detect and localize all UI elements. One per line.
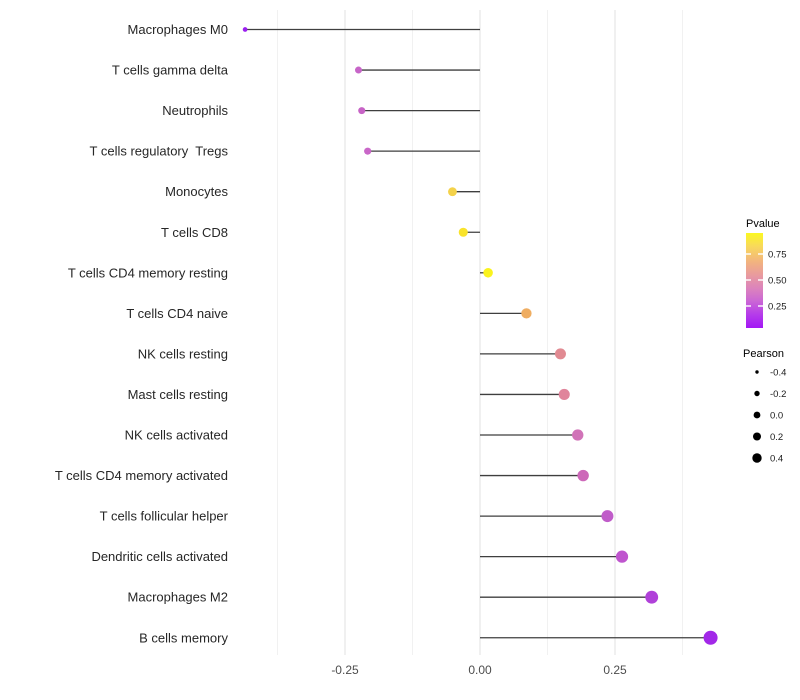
data-point — [577, 469, 589, 482]
y-axis-label: T cells CD4 memory activated — [55, 468, 228, 483]
y-axis-label: T cells regulatory Tregs — [90, 144, 229, 159]
data-point — [364, 147, 372, 155]
y-axis-label: Mast cells resting — [128, 387, 228, 402]
size-legend-dot — [752, 453, 762, 463]
y-axis-label: B cells memory — [139, 630, 228, 645]
data-point — [572, 429, 584, 441]
size-legend-label: 0.2 — [770, 432, 783, 443]
y-axis-label: Macrophages M0 — [128, 22, 228, 37]
y-axis-label: T cells CD4 memory resting — [68, 265, 228, 280]
data-point — [703, 630, 718, 645]
y-axis-label: T cells follicular helper — [100, 509, 229, 524]
y-axis-label: Neutrophils — [162, 103, 228, 118]
colorbar-tick-label: 0.25 — [768, 302, 787, 313]
data-point — [358, 107, 366, 115]
data-point — [458, 227, 468, 237]
x-axis-tick-label: 0.00 — [468, 663, 492, 677]
pearson-legend-title: Pearson — [743, 348, 784, 360]
y-axis-label: NK cells activated — [125, 428, 228, 443]
data-point — [645, 590, 659, 604]
size-legend-label: -0.2 — [770, 389, 786, 400]
size-legend-label: -0.4 — [770, 368, 786, 379]
pvalue-colorbar — [746, 233, 763, 328]
y-axis-label: NK cells resting — [138, 346, 228, 361]
colorbar-tick-label: 0.75 — [768, 250, 787, 261]
y-axis-label: Monocytes — [165, 184, 228, 199]
colorbar-tick-label: 0.50 — [768, 276, 787, 287]
data-point — [554, 348, 566, 360]
data-point — [521, 308, 532, 319]
size-legend-dot — [753, 411, 761, 419]
x-axis-tick-label: -0.25 — [331, 663, 359, 677]
y-axis-label: T cells CD8 — [161, 225, 228, 240]
data-point — [483, 268, 493, 278]
data-point — [448, 187, 457, 197]
size-legend-dot — [753, 432, 761, 441]
data-point — [558, 388, 570, 400]
size-legend-label: 0.0 — [770, 411, 783, 422]
x-axis-tick-label: 0.25 — [603, 663, 627, 677]
size-legend-dot — [755, 370, 759, 374]
size-legend-dot — [754, 390, 760, 397]
y-axis-label: Dendritic cells activated — [91, 549, 228, 564]
pvalue-legend-title: Pvalue — [746, 218, 780, 230]
size-legend-label: 0.4 — [770, 454, 783, 465]
y-axis-label: T cells CD4 naive — [126, 306, 228, 321]
y-axis-label: T cells gamma delta — [112, 63, 229, 78]
data-point — [615, 550, 629, 563]
data-point — [242, 27, 248, 32]
y-axis-label: Macrophages M2 — [128, 590, 228, 605]
data-point — [601, 510, 614, 523]
data-point — [355, 66, 362, 74]
